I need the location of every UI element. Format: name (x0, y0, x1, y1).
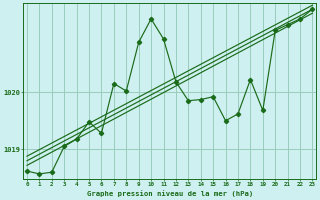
X-axis label: Graphe pression niveau de la mer (hPa): Graphe pression niveau de la mer (hPa) (87, 190, 253, 197)
